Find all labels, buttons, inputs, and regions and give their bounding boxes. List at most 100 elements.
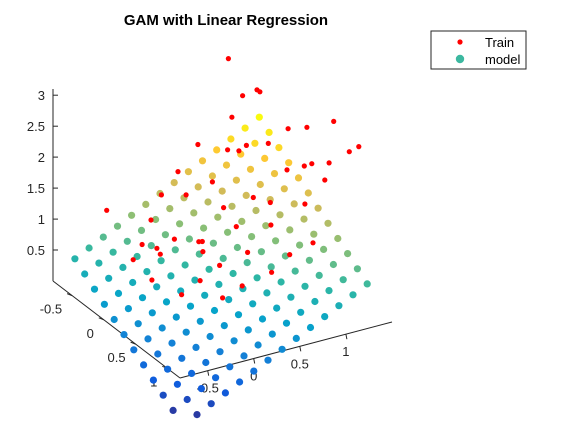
train-point [221, 205, 226, 210]
model-point [293, 335, 300, 342]
model-point [223, 162, 230, 169]
train-point [154, 246, 159, 251]
model-point [252, 207, 259, 214]
model-point [150, 377, 157, 384]
train-point [310, 240, 315, 245]
model-point [227, 135, 234, 142]
model-point [178, 355, 185, 362]
train-point [269, 270, 274, 275]
model-point [297, 309, 304, 316]
model-point [268, 263, 275, 270]
train-point [225, 147, 230, 152]
model-point [119, 264, 126, 271]
model-point [251, 140, 258, 147]
x-tick-mark [254, 359, 255, 364]
train-point [268, 200, 273, 205]
model-point [264, 357, 271, 364]
train-point [268, 222, 273, 227]
train-point [210, 179, 215, 184]
model-point [173, 314, 180, 321]
model-point [306, 257, 313, 264]
y-tick-label: -0.5 [40, 302, 62, 317]
model-point [228, 203, 235, 210]
model-point [148, 242, 155, 249]
model-point [172, 246, 179, 253]
model-point [273, 305, 280, 312]
train-point [104, 208, 109, 213]
model-point [149, 309, 156, 316]
model-point [174, 381, 181, 388]
model-point [220, 255, 227, 262]
model-point [301, 283, 308, 290]
train-point [159, 192, 164, 197]
x-tick-label: 0.5 [291, 356, 309, 371]
model-point [330, 261, 337, 268]
model-point [242, 125, 249, 132]
model-point [276, 211, 283, 218]
train-point [287, 252, 292, 257]
model-point [110, 249, 117, 256]
model-point [291, 200, 298, 207]
model-point [295, 174, 302, 181]
model-point [153, 283, 160, 290]
z-tick-label: 2.5 [27, 119, 45, 134]
model-point [95, 260, 102, 267]
model-point [124, 238, 131, 245]
model-point [128, 212, 135, 219]
model-point [349, 291, 356, 298]
model-point [163, 298, 170, 305]
train-point [286, 126, 291, 131]
train-point [284, 167, 289, 172]
model-point [130, 346, 137, 353]
model-point [186, 235, 193, 242]
model-point [255, 341, 262, 348]
model-point [305, 189, 312, 196]
train-point [198, 278, 203, 283]
model-point [250, 368, 257, 375]
model-point [315, 205, 322, 212]
x-tick-mark [346, 334, 347, 339]
model-point [168, 340, 175, 347]
model-point [100, 234, 107, 241]
model-point [310, 231, 317, 238]
model-point [91, 286, 98, 293]
model-point [176, 220, 183, 227]
legend-model-marker [456, 55, 464, 63]
model-point [193, 411, 200, 418]
model-point [206, 266, 213, 273]
train-point [217, 263, 222, 268]
model-point [335, 302, 342, 309]
model-point [170, 407, 177, 414]
legend-model-label: model [485, 52, 521, 67]
train-point [240, 93, 245, 98]
train-point [234, 224, 239, 229]
train-point [266, 141, 271, 146]
model-point [286, 226, 293, 233]
train-point [251, 195, 256, 200]
x-tick-mark [300, 346, 301, 351]
model-point [158, 257, 165, 264]
train-point [240, 283, 245, 288]
model-point [160, 392, 167, 399]
train-point [229, 115, 234, 120]
model-point [261, 155, 268, 162]
model-point [325, 287, 332, 294]
model-point [224, 229, 231, 236]
model-point [266, 129, 273, 136]
train-point [347, 149, 352, 154]
model-point [111, 316, 118, 323]
train-point [226, 56, 231, 61]
model-point [188, 370, 195, 377]
model-point [139, 294, 146, 301]
model-point [258, 248, 265, 255]
train-point [236, 148, 241, 153]
x-tick-mark [208, 371, 209, 376]
model-point [222, 389, 229, 396]
y-tick-label: 0.5 [108, 350, 126, 365]
model-point [240, 352, 247, 359]
model-point [143, 268, 150, 275]
model-point [192, 344, 199, 351]
train-point [220, 295, 225, 300]
chart-title: GAM with Linear Regression [124, 12, 328, 29]
model-point [243, 192, 250, 199]
